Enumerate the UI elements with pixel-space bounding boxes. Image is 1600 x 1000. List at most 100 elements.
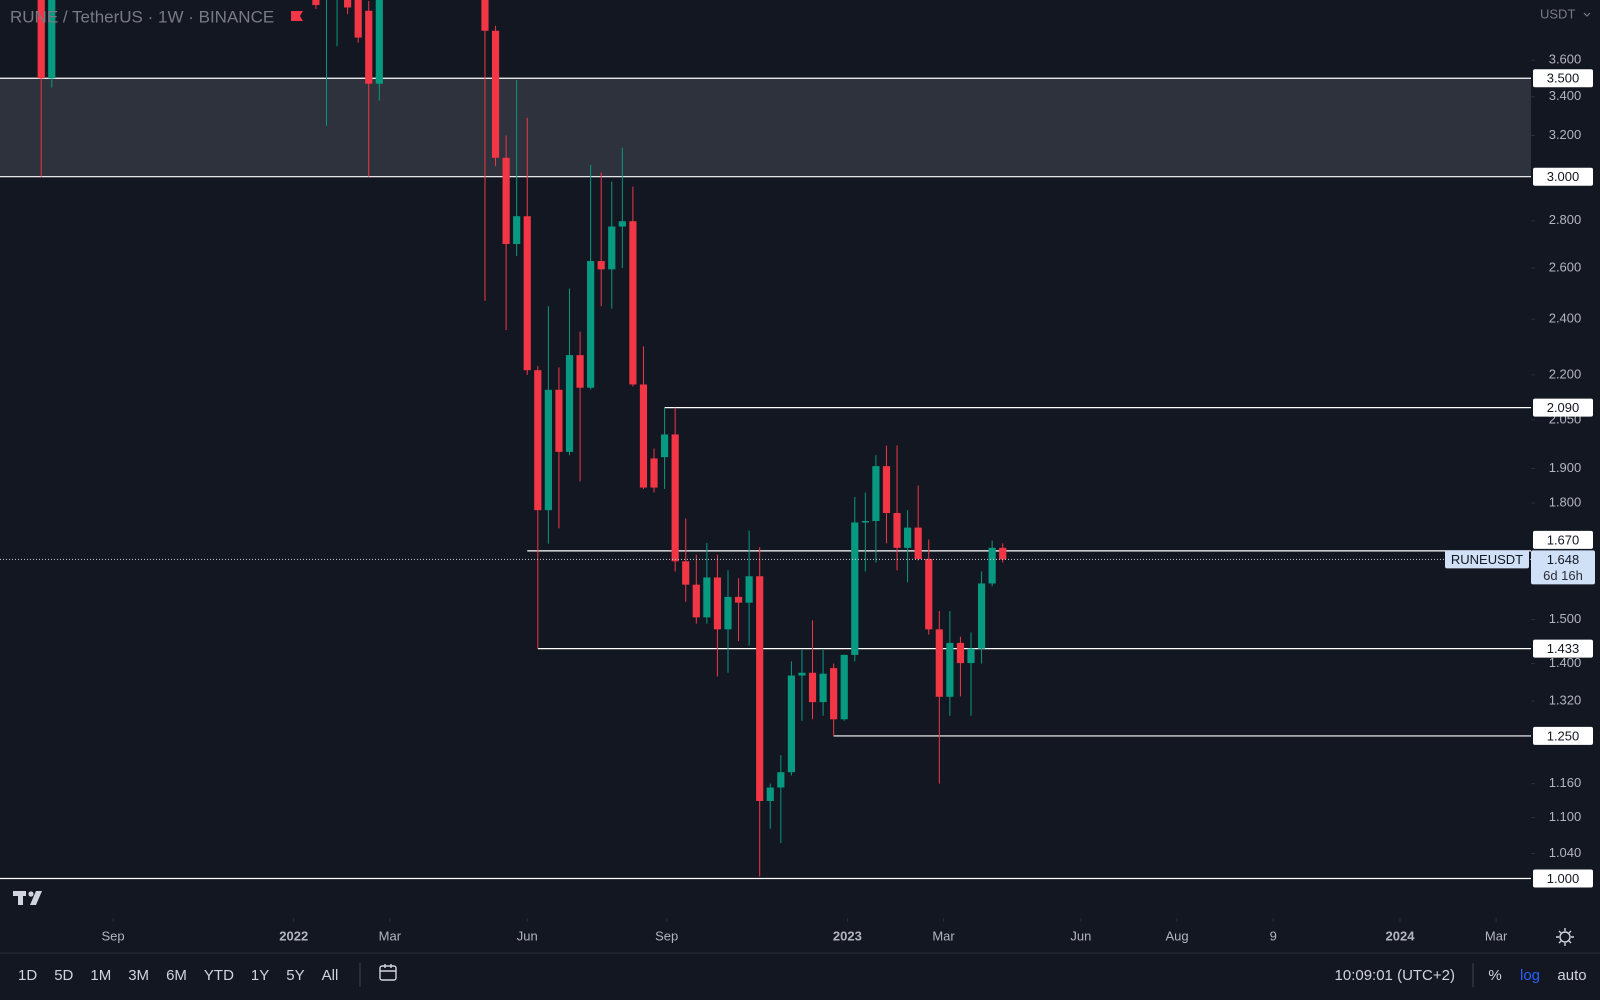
candle-body xyxy=(830,668,838,720)
range-icon[interactable] xyxy=(379,964,397,981)
price-axis: 3.6003.4003.2002.8002.6002.4002.2002.050… xyxy=(101,52,1595,943)
timeframe-button[interactable]: 1D xyxy=(18,967,37,984)
candle-body xyxy=(977,583,986,649)
timeframe-button[interactable]: All xyxy=(322,967,339,984)
x-tick-label: Mar xyxy=(379,928,402,943)
timeframe-button[interactable]: 3M xyxy=(128,967,149,984)
candle-body xyxy=(502,157,510,245)
candle-body xyxy=(988,547,996,584)
settings-icon[interactable] xyxy=(1556,928,1574,946)
x-tick-label: Sep xyxy=(101,928,124,943)
symbol-tag-box xyxy=(1445,550,1529,569)
candle-body xyxy=(745,576,753,603)
candle-body xyxy=(777,772,785,788)
candle-body xyxy=(967,648,975,664)
candle-body xyxy=(682,561,690,585)
candle-body xyxy=(597,261,605,270)
candle-body xyxy=(48,0,56,79)
currency[interactable]: USDT xyxy=(1540,6,1575,21)
candle-body xyxy=(808,672,817,703)
x-tick-label: 2024 xyxy=(1386,928,1416,943)
scale-option[interactable]: % xyxy=(1488,967,1501,984)
candle-body xyxy=(713,577,722,630)
y-tick-label: 1.040 xyxy=(1549,845,1582,860)
timeframe-button[interactable]: YTD xyxy=(204,967,234,984)
candle-body xyxy=(671,434,679,562)
x-tick-label: 9 xyxy=(1270,928,1277,943)
y-tick-label: 1.160 xyxy=(1549,775,1582,790)
candle-body xyxy=(523,216,531,371)
y-tick-label: 1.500 xyxy=(1549,611,1582,626)
candle-body xyxy=(882,466,891,514)
candle-body xyxy=(893,513,901,548)
toolbar: 1D 5D 1M 3M 6M YTD 1Y 5Y All 10:09:01 (UTC+2)% log… xyxy=(18,967,1587,984)
candle-body xyxy=(650,458,658,488)
x-tick-label: Sep xyxy=(655,928,678,943)
candle-body xyxy=(587,261,595,388)
level-label: 1.433 xyxy=(1547,641,1580,656)
level-label: 1.670 xyxy=(1547,532,1580,547)
plot-area xyxy=(0,0,1531,880)
level-label: 1.000 xyxy=(1547,871,1580,886)
y-tick-label: 3.600 xyxy=(1549,52,1582,67)
level-label: 1.250 xyxy=(1547,728,1580,743)
candle-body xyxy=(840,654,848,720)
x-tick-label: Mar xyxy=(1485,928,1508,943)
candle-body xyxy=(787,675,795,773)
candle-body xyxy=(904,527,912,548)
level-label-box xyxy=(1533,869,1593,888)
candle-body xyxy=(576,355,584,388)
timeframe-button[interactable]: 5Y xyxy=(286,967,304,984)
level-label-box xyxy=(1533,398,1593,417)
timeframe-button[interactable]: 1Y xyxy=(251,967,269,984)
y-tick-label: 2.200 xyxy=(1549,366,1582,381)
candle-body xyxy=(555,389,563,452)
candle-body xyxy=(354,0,362,38)
candle-body xyxy=(629,221,637,385)
y-tick-label: 1.800 xyxy=(1549,494,1582,509)
level-label: 3.500 xyxy=(1547,71,1580,86)
level-label-box xyxy=(1533,167,1593,186)
candle-body xyxy=(365,10,373,84)
candle-body xyxy=(925,558,933,630)
y-tick-label: 1.320 xyxy=(1549,693,1582,708)
y-tick-label: 2.800 xyxy=(1549,212,1582,227)
level-label-box xyxy=(1533,69,1593,88)
scale-option[interactable]: log xyxy=(1520,967,1540,984)
timeframe-button[interactable]: 1M xyxy=(90,967,111,984)
level-label-box xyxy=(1533,530,1593,549)
candle-body xyxy=(534,370,542,511)
candle-body xyxy=(344,0,352,8)
candle-body xyxy=(639,384,648,488)
candle-body xyxy=(851,522,859,655)
y-tick-label: 2.400 xyxy=(1549,311,1582,326)
scale-option[interactable]: auto xyxy=(1557,967,1586,984)
x-tick-label: Mar xyxy=(932,928,955,943)
candle-body xyxy=(618,221,626,227)
clock: 10:09:01 (UTC+2) xyxy=(1335,967,1455,984)
x-tick-label: 2023 xyxy=(833,928,862,943)
candle-body xyxy=(375,0,383,84)
candle-body xyxy=(766,787,774,801)
timeframe-button[interactable]: 5D xyxy=(54,967,73,984)
candle-body xyxy=(872,466,880,522)
y-tick-label: 1.100 xyxy=(1549,809,1582,824)
symbol-tag: RUNEUSDT xyxy=(1451,552,1523,567)
candle-body xyxy=(481,0,489,31)
candle-body xyxy=(692,584,700,618)
candle-body xyxy=(861,521,869,523)
timeframe-button[interactable]: 6M xyxy=(166,967,187,984)
level-label: 2.090 xyxy=(1547,400,1580,415)
candle-body xyxy=(37,0,45,79)
candle-body xyxy=(999,547,1007,560)
candle-body xyxy=(703,577,711,618)
countdown-label: 6d 16h xyxy=(1543,568,1583,583)
flag-icon[interactable] xyxy=(291,11,303,21)
y-tick-label: 2.600 xyxy=(1549,260,1582,275)
x-tick-label: Jun xyxy=(517,928,538,943)
x-tick-label: Jun xyxy=(1070,928,1091,943)
last-price-box xyxy=(1531,550,1595,585)
candle-body xyxy=(312,0,320,6)
